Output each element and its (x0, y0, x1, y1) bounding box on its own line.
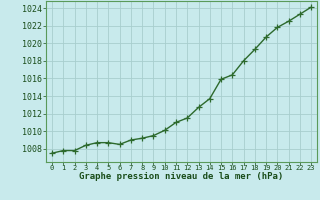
X-axis label: Graphe pression niveau de la mer (hPa): Graphe pression niveau de la mer (hPa) (79, 172, 284, 181)
